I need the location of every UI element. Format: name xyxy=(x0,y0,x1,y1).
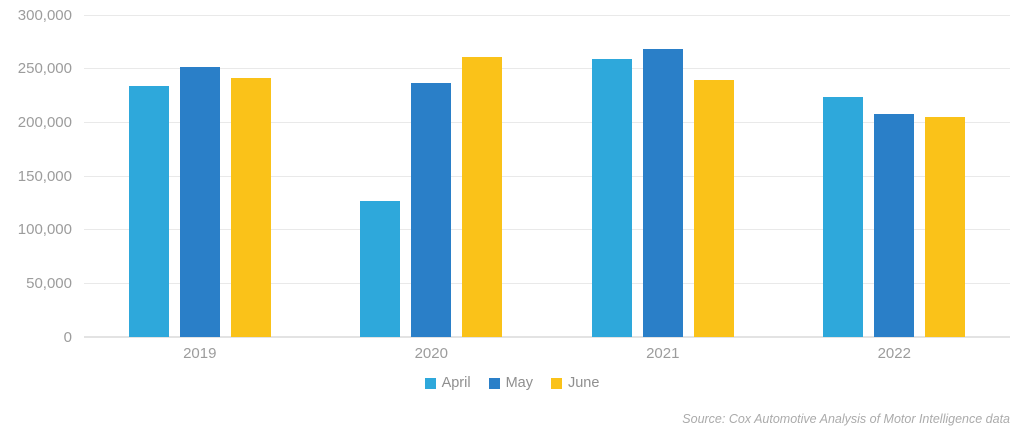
x-axis-label-2020: 2020 xyxy=(414,345,448,362)
legend-label: April xyxy=(441,375,471,391)
gridline xyxy=(84,14,1010,16)
bar-may-2019 xyxy=(179,66,220,337)
bar-april-2021 xyxy=(591,59,632,337)
legend-item-may: May xyxy=(488,375,533,391)
gridline xyxy=(84,121,1010,123)
y-axis-tick-label: 200,000 xyxy=(17,113,72,131)
legend: April May June xyxy=(0,375,1024,391)
legend-item-june: June xyxy=(550,375,600,391)
y-axis-tick-label: 0 xyxy=(63,328,72,346)
y-axis-tick-label: 150,000 xyxy=(17,167,72,185)
y-axis-tick-label: 250,000 xyxy=(17,60,72,78)
x-axis-baseline xyxy=(84,336,1010,338)
plot-area xyxy=(84,14,1010,338)
x-axis-label-2019: 2019 xyxy=(183,345,217,362)
x-axis-label-2022: 2022 xyxy=(877,345,911,362)
bar-april-2019 xyxy=(128,85,169,337)
gridline xyxy=(84,282,1010,284)
legend-swatch-june xyxy=(550,377,562,389)
bar-june-2022 xyxy=(925,116,966,337)
bar-april-2022 xyxy=(823,96,864,337)
x-axis-label-2021: 2021 xyxy=(646,345,680,362)
legend-swatch-may xyxy=(488,377,500,389)
gridline xyxy=(84,68,1010,70)
bar-may-2020 xyxy=(411,82,452,337)
bar-june-2020 xyxy=(462,56,503,337)
legend-label: June xyxy=(567,375,600,391)
legend-item-april: April xyxy=(424,375,471,391)
bar-may-2022 xyxy=(874,113,915,337)
source-note: Source: Cox Automotive Analysis of Motor… xyxy=(682,412,1010,426)
bar-may-2021 xyxy=(642,49,683,337)
bar-april-2020 xyxy=(360,200,401,337)
bar-june-2021 xyxy=(693,80,734,337)
y-axis-tick-label: 100,000 xyxy=(17,221,72,239)
legend-swatch-april xyxy=(424,377,436,389)
bar-june-2019 xyxy=(230,78,271,337)
gridline xyxy=(84,229,1010,231)
y-axis-tick-label: 50,000 xyxy=(26,274,72,292)
legend-label: May xyxy=(505,375,533,391)
gridline xyxy=(84,175,1010,177)
y-axis-tick-label: 300,000 xyxy=(17,6,72,24)
